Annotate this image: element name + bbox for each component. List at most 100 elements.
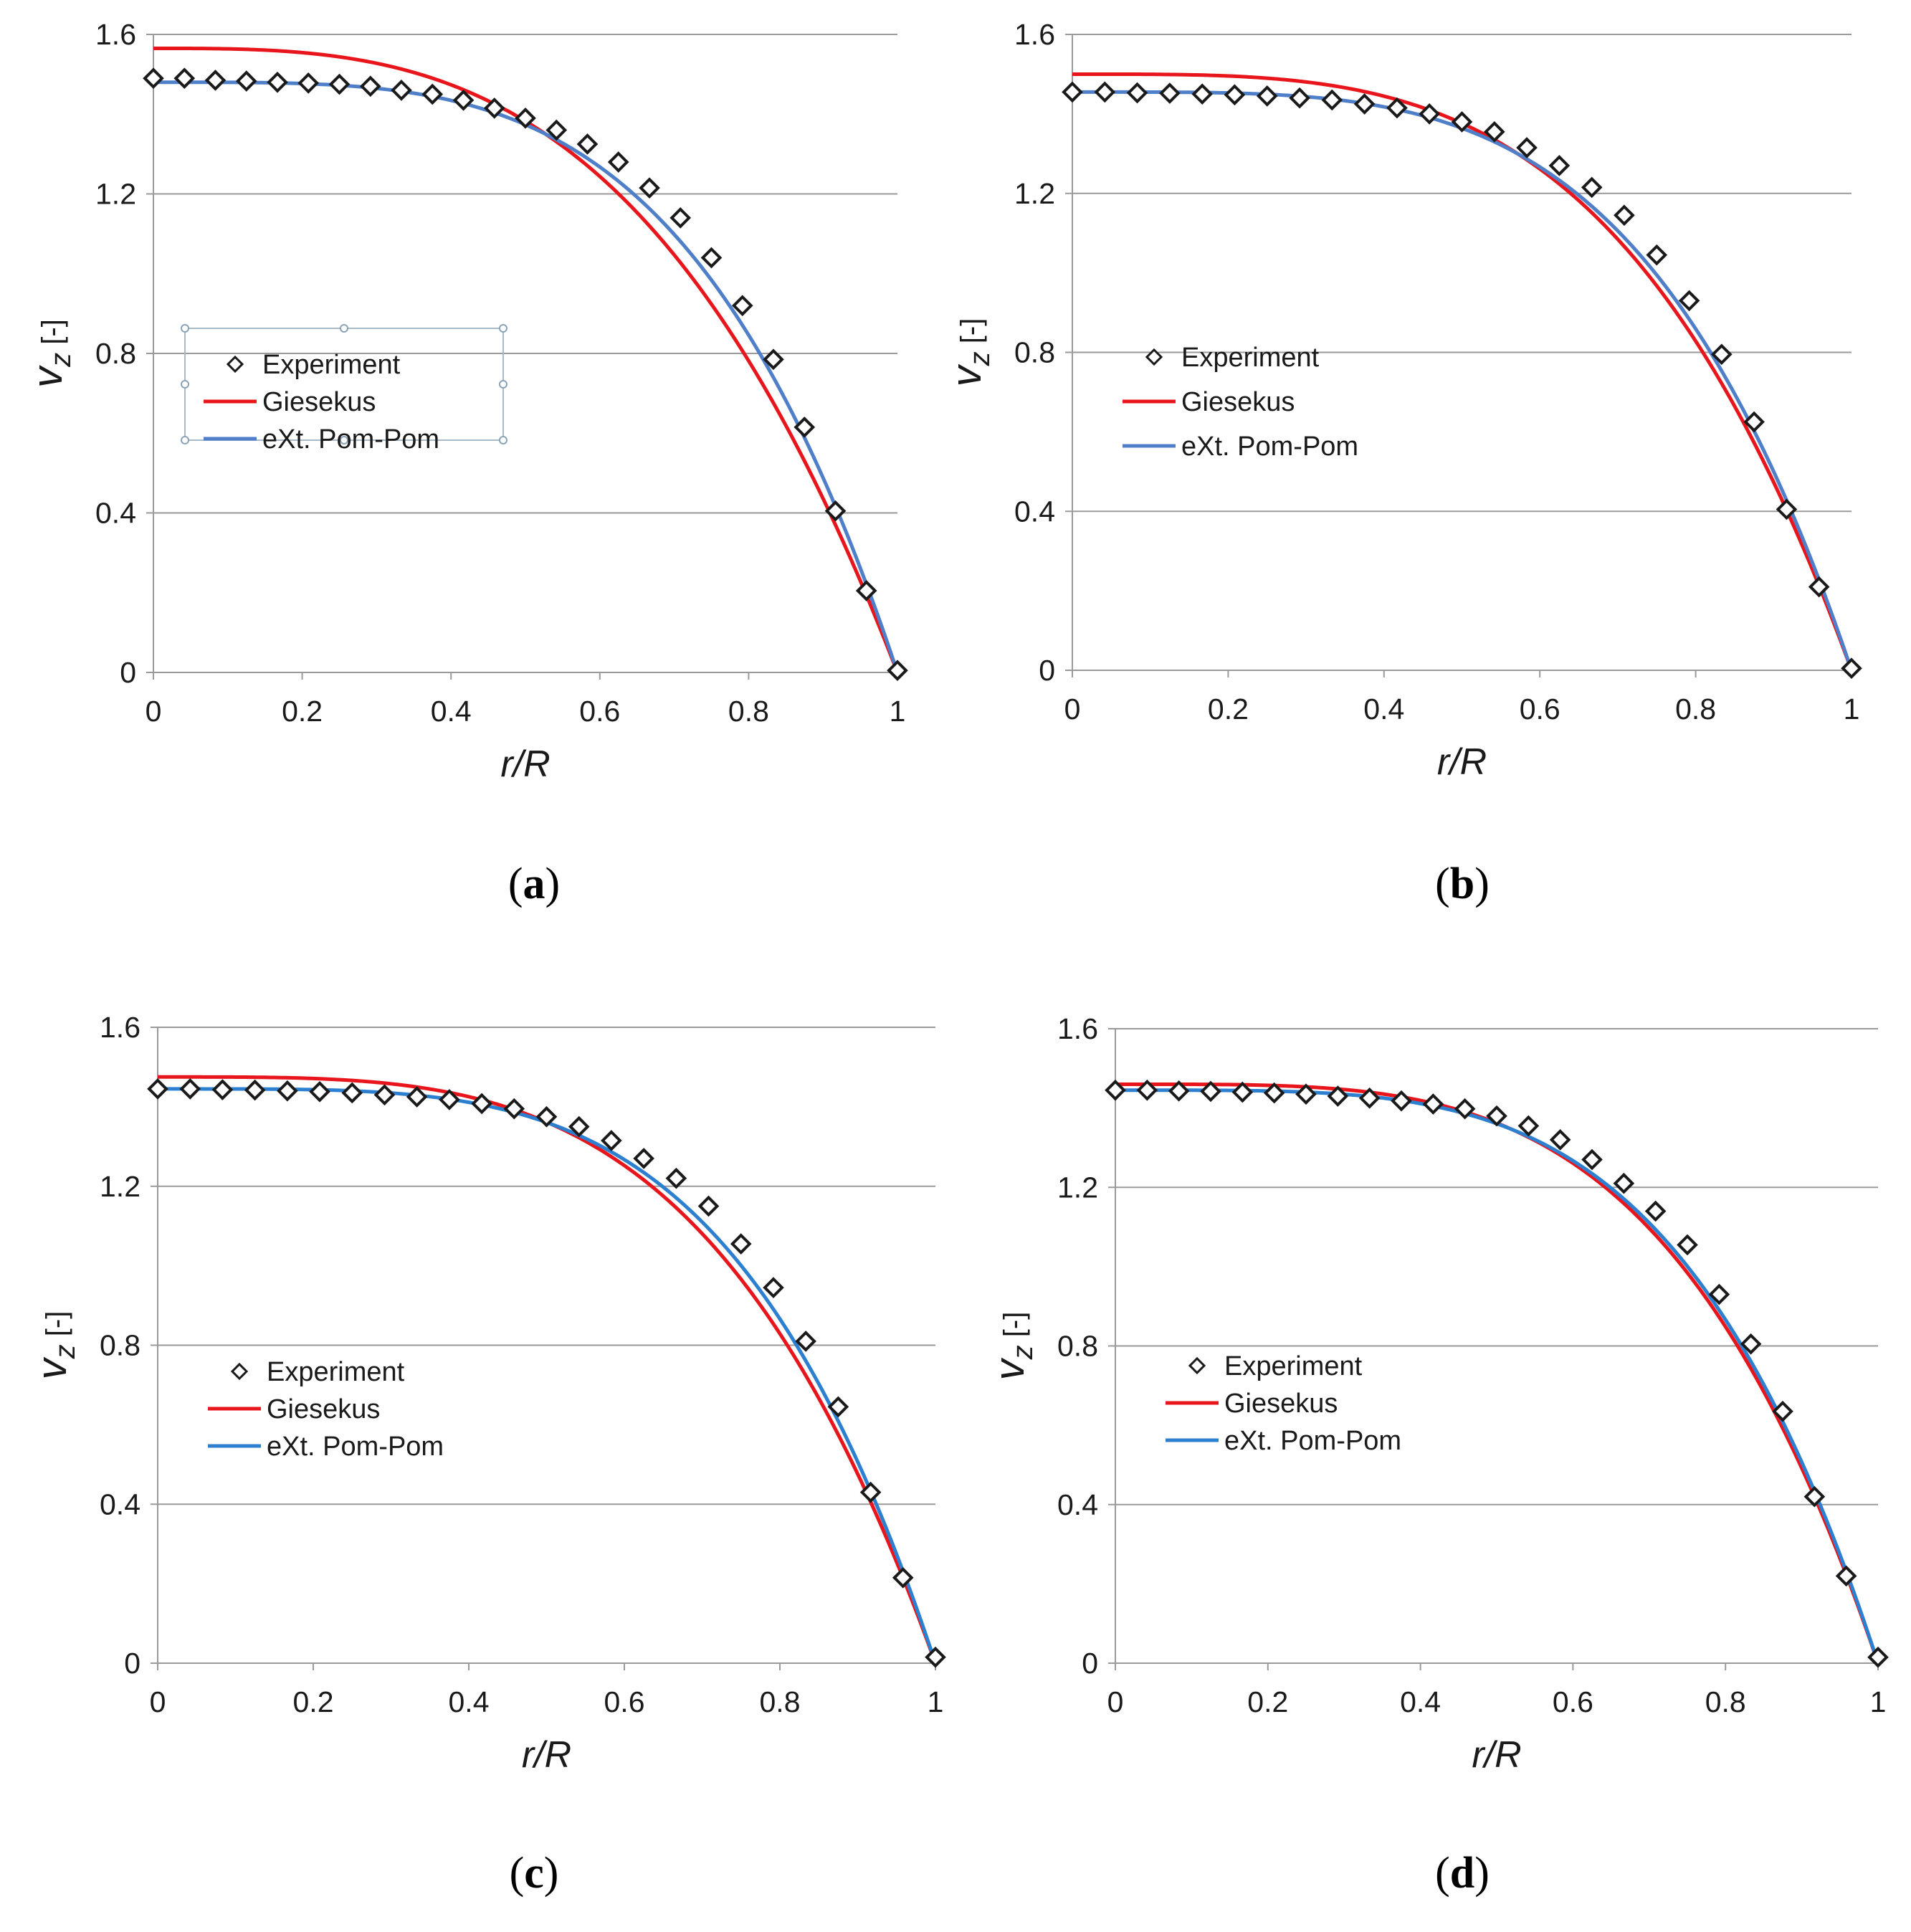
experiment-point [1126,82,1148,104]
x-axis-title-r: r [522,1734,536,1776]
legend-selection-handle[interactable] [340,436,348,444]
y-tick-label: 0.8 [100,1329,140,1362]
experiment-point [1295,1083,1317,1105]
x-tick-label: 0.4 [431,695,472,728]
panel-label-open: ( [510,1849,525,1898]
legend-label: Experiment [267,1357,405,1387]
x-axis-title-rest: /R [511,743,551,785]
x-tick-label: 0.6 [1520,693,1560,725]
y-tick-label: 0.8 [1014,336,1055,369]
legend-label: Experiment [1224,1351,1363,1381]
y-axis-title-unit: [-] [999,1312,1030,1346]
x-tick-label: 0 [1064,693,1081,725]
experiment-point [1740,1333,1762,1355]
legend-selection-handle[interactable] [340,324,348,333]
experiment-point [669,207,692,229]
experiment-point [373,1084,396,1106]
experiment-point [607,151,629,173]
experiment-point [406,1086,428,1108]
experiment-point [1422,1093,1444,1115]
y-tick-label: 0.4 [100,1488,140,1521]
experiment-point [235,70,257,92]
chart-panel-a: 0 0.4 0.8 1.2 1.6 0 0.2 0.4 0.6 0.8 1 r/R vz [-] Expe… [24,18,908,908]
experiment-point [515,107,536,129]
legend-label: Giesekus [1181,387,1295,417]
legend-selection-handle[interactable] [499,436,507,444]
experiment-point [1613,1172,1635,1194]
experiment-point [341,1082,363,1104]
legend-label: eXt. Pom-Pom [1224,1426,1401,1456]
x-tick-label: 0 [146,695,162,728]
y-axis-title: vz [-] [986,1312,1039,1381]
experiment-point [452,89,475,111]
experiment-point [1136,1079,1158,1101]
x-tick-label: 1 [1844,693,1860,725]
legend-label: eXt. Pom-Pom [1181,432,1358,462]
experiment-point [1772,1400,1793,1422]
legend-selection-handle[interactable] [181,324,189,333]
experiment-point [1191,83,1214,105]
experiment-point [763,348,784,371]
panel-label-c: (c) [510,1849,559,1898]
experiment-point [545,119,568,141]
experiment-point [1062,81,1083,103]
y-axis-title-v: v [986,1357,1033,1380]
legend-marker-experiment [226,355,244,373]
legend: Experiment Giesekus eXt. Pom-Pom [1123,343,1358,462]
experiment-point [824,500,847,522]
experiment-point [633,1148,654,1169]
legend-label: Giesekus [262,387,376,417]
y-tick-label: 0.8 [1057,1330,1098,1363]
legend: Experiment Giesekus eXt. Pom-Pom [208,1357,444,1462]
y-axis-title-sub: z [49,1344,81,1359]
experiment-point [1808,576,1830,598]
y-tick-label: 0 [124,1647,140,1680]
legend-marker-experiment [230,1362,249,1381]
experiment-point [309,1080,330,1103]
y-axis-title-sub: z [1007,1345,1039,1360]
x-tick-label: 1 [1870,1685,1887,1718]
experiment-point [730,1233,752,1255]
y-axis-title-unit: [-] [37,319,68,353]
experiment-point [576,133,599,155]
panel-label-b: (b) [1435,860,1490,908]
x-tick-label: 0.6 [604,1685,645,1718]
legend-label: Giesekus [1224,1389,1338,1419]
y-axis-title: vz [-] [29,1311,81,1380]
legend-selection-handle[interactable] [499,324,507,333]
panel-label-open: ( [1435,1849,1450,1898]
x-axis-title-rest: /R [532,1734,571,1776]
experiment-point [1867,1646,1889,1668]
x-axis-title-r: r [1437,741,1452,783]
y-axis-title-sub: z [45,353,77,368]
experiment-point [1451,111,1473,133]
legend-selection-handle[interactable] [499,380,507,389]
legend-selection-handle[interactable] [181,436,189,444]
panel-label-open: ( [1435,860,1450,908]
x-axis-title-r: r [1472,1734,1486,1776]
experiment-point [173,67,196,90]
legend-selection-handle[interactable] [181,380,189,389]
experiment-point [1419,103,1440,125]
y-tick-label: 0 [1082,1647,1098,1680]
experiment-point [794,417,816,438]
y-tick-label: 1.2 [95,178,136,211]
x-tick-label: 1 [890,695,906,728]
experiment-point [1484,120,1505,143]
experiment-point [1581,1148,1603,1171]
experiment-point [244,1079,266,1101]
y-axis-title-v: v [29,1356,75,1379]
experiment-point [795,1331,816,1352]
experiment-point [827,1396,849,1418]
legend-label: Experiment [262,350,401,380]
experiment-point [887,660,908,682]
experiment-point [359,75,381,97]
panel-label-close: ) [544,1849,559,1898]
x-axis-title-rest: /R [1447,741,1487,783]
experiment-point [391,80,412,101]
experiment-point [1321,89,1343,111]
experiment-point [1168,1080,1190,1102]
x-tick-label: 0.8 [760,1685,801,1718]
experiment-point [1644,1200,1667,1222]
x-tick-label: 0.8 [728,695,769,728]
